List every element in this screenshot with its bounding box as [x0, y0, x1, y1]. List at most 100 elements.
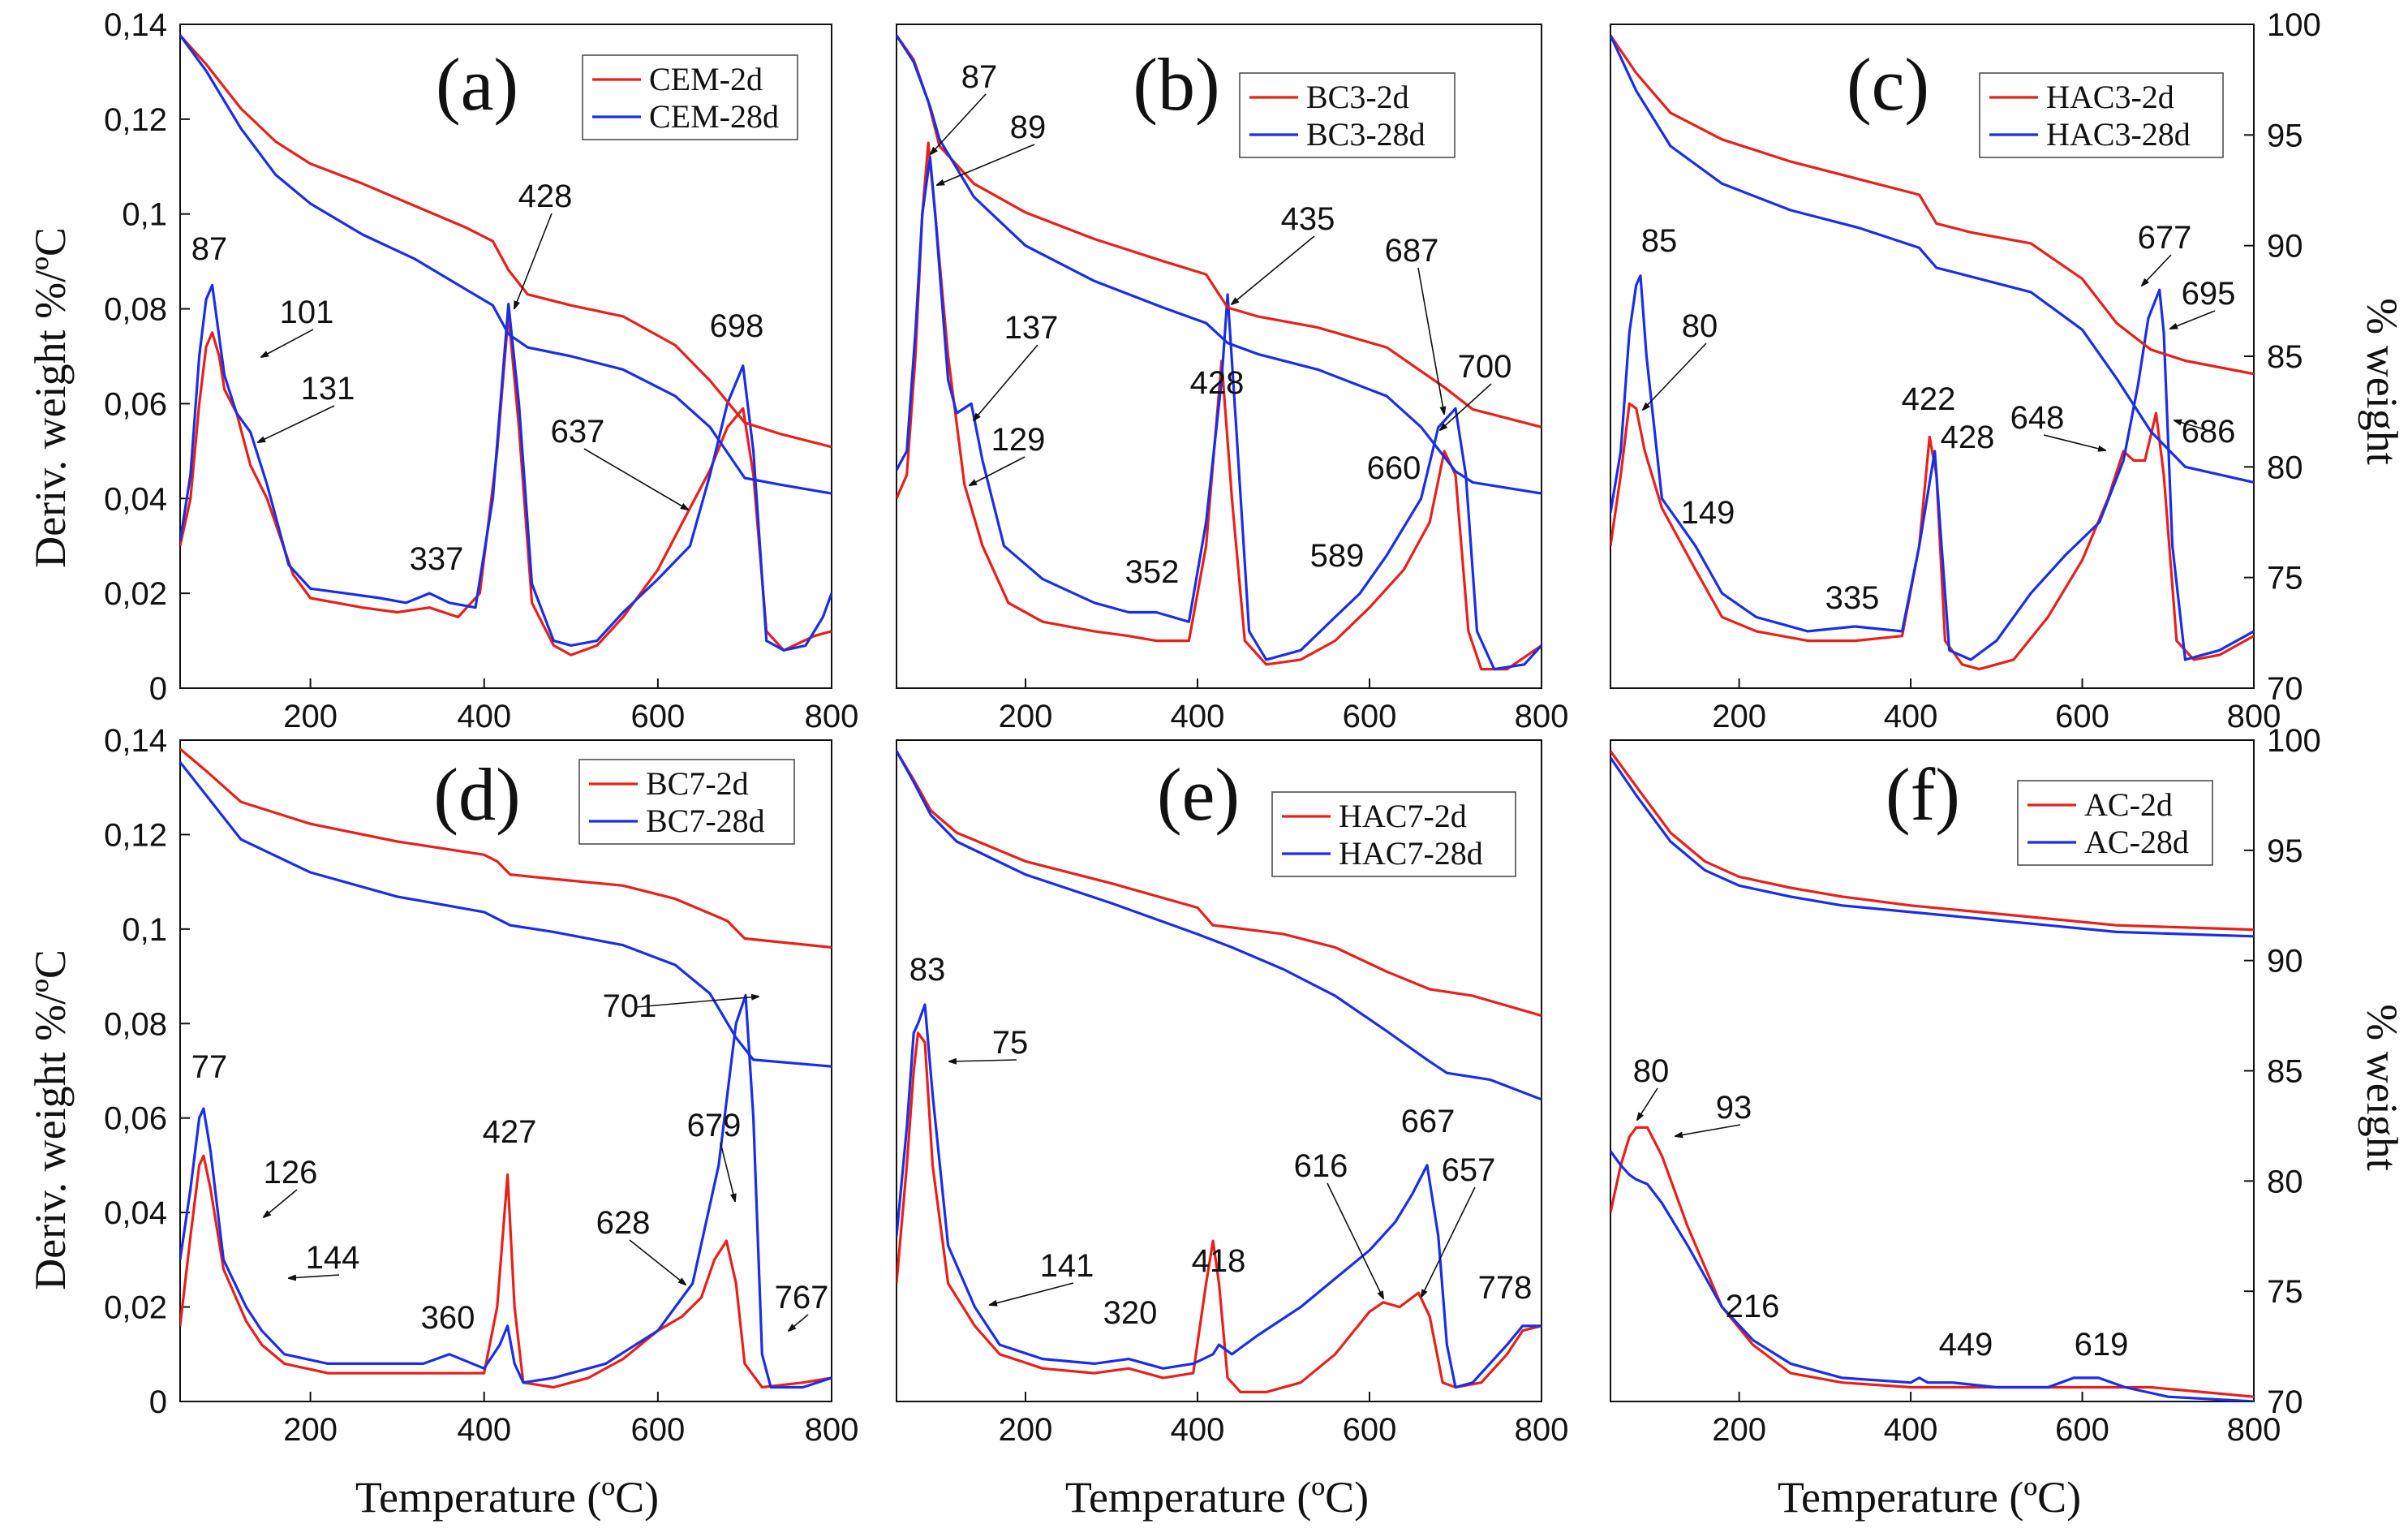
peak-label: 660 — [1367, 450, 1421, 486]
peak-label: 75 — [992, 1025, 1029, 1061]
peak-arrow — [970, 456, 1026, 485]
peak-label: 131 — [301, 371, 355, 407]
x-tick-label: 800 — [2227, 699, 2281, 734]
y-right-tick-label: 85 — [2267, 339, 2303, 375]
series-hac7-28d-tga — [897, 750, 1542, 1101]
peak-arrow — [2043, 434, 2105, 450]
peak-label: 83 — [909, 952, 946, 988]
peak-label: 767 — [775, 1280, 829, 1315]
peak-label: 778 — [1478, 1270, 1533, 1306]
peak-arrow — [258, 405, 335, 442]
series-ac-28d-tga — [1610, 756, 2254, 938]
y-left-tick-label: 0,1 — [122, 197, 167, 233]
peak-label: 89 — [1010, 110, 1047, 145]
series-cem-28d-tga — [180, 34, 832, 495]
series-ac-2d-dtg — [1610, 1126, 2254, 1398]
x-axis-title-a-d: Temperature (ºC) — [355, 1473, 659, 1522]
peak-label: 589 — [1310, 538, 1365, 574]
peak-arrow — [1643, 342, 1707, 410]
peak-label: 427 — [483, 1114, 537, 1150]
series-ac-2d-tga — [1610, 750, 2254, 932]
peak-label: 435 — [1281, 201, 1335, 237]
x-tick-label: 600 — [630, 1412, 685, 1448]
peak-label: 87 — [961, 59, 998, 95]
peak-label: 129 — [991, 422, 1046, 458]
x-tick-label: 600 — [1343, 1412, 1397, 1448]
peak-label: 320 — [1103, 1295, 1158, 1331]
peak-arrow — [2142, 254, 2172, 286]
peak-label: 216 — [1726, 1289, 1780, 1324]
series-bc3-28d-dtg — [897, 156, 1542, 671]
peak-label: 449 — [1939, 1327, 1993, 1363]
legend-entry: HAC3-2d — [2046, 79, 2174, 115]
plot-frame — [896, 24, 1542, 689]
plot-frame — [179, 24, 832, 689]
peak-arrow — [789, 1314, 809, 1331]
y-left-tick-label: 0 — [149, 671, 167, 707]
legend-entry: BC7-28d — [646, 803, 765, 839]
y-right-tick-label: 100 — [2267, 7, 2321, 43]
legend-box — [1239, 72, 1456, 158]
y-left-tick-label: 0,1 — [122, 912, 167, 948]
y-left-tick-label: 0,02 — [104, 1290, 167, 1326]
x-tick-label: 200 — [283, 1412, 338, 1448]
peak-label: 619 — [2075, 1327, 2129, 1363]
peak-arrow — [261, 329, 314, 357]
x-tick-label: 600 — [2055, 699, 2109, 734]
x-tick-label: 200 — [1712, 699, 1766, 734]
peak-arrow — [635, 997, 759, 1008]
plot-frame — [179, 739, 832, 1402]
legend-entry: CEM-28d — [649, 98, 779, 135]
x-tick-label: 600 — [1343, 699, 1397, 734]
y-left-tick-label: 0,12 — [104, 817, 167, 853]
series-hac7-2d-tga — [897, 750, 1542, 1018]
y-left-tick-label: 0,06 — [104, 1101, 167, 1137]
peak-arrow — [931, 93, 987, 154]
peak-label: 677 — [2138, 220, 2192, 256]
x-tick-label: 400 — [1171, 699, 1225, 734]
peak-label: 126 — [264, 1155, 318, 1190]
peak-arrow — [264, 1189, 298, 1217]
peak-arrow — [1637, 1087, 1658, 1120]
peak-arrow — [937, 144, 1035, 185]
peak-arrow — [514, 213, 553, 308]
legend-box — [582, 54, 798, 140]
y-left-tick-label: 0,04 — [104, 1195, 167, 1231]
x-tick-label: 400 — [457, 1412, 511, 1448]
y-right-tick-label: 90 — [2267, 944, 2303, 979]
y-axis-title-right-top: % weight — [2358, 298, 2406, 464]
peak-label: 657 — [1442, 1152, 1496, 1188]
peak-arrow — [289, 1274, 340, 1278]
panel-letter: (f) — [1886, 753, 1960, 836]
peak-arrow — [1417, 267, 1444, 414]
y-left-tick-label: 0,08 — [104, 1006, 167, 1042]
peak-arrow — [720, 1142, 735, 1201]
series-cem-28d-dtg — [180, 283, 832, 652]
peak-label: 87 — [191, 231, 228, 267]
peak-arrow — [990, 1282, 1074, 1305]
series-bc7-28d-dtg — [180, 993, 832, 1389]
y-left-tick-label: 0,08 — [104, 292, 167, 328]
panel-d: 200 400 600 800 0 0,02 0,04 0,06 0,08 0,1 0,12 0,14… — [104, 723, 858, 1448]
legend-entry: BC7-2d — [646, 765, 749, 802]
x-tick-label: 200 — [283, 699, 338, 734]
y-right-tick-label: 95 — [2267, 833, 2303, 869]
y-left-tick-label: 0,04 — [104, 481, 167, 517]
peak-label: 698 — [710, 308, 764, 344]
peak-arrow — [974, 344, 1038, 420]
panel-letter: (d) — [433, 753, 520, 836]
peak-label: 701 — [603, 988, 657, 1024]
series-cem-2d-tga — [180, 34, 832, 449]
peak-label: 337 — [410, 541, 464, 577]
peak-arrow — [1232, 235, 1315, 304]
panel-letter: (c) — [1847, 43, 1929, 126]
y-right-tick-label: 75 — [2267, 561, 2303, 596]
x-tick-label: 800 — [1515, 1412, 1569, 1448]
peak-label: 687 — [1385, 233, 1439, 269]
peak-label: 686 — [2182, 414, 2236, 450]
legend-entry: HAC3-28d — [2046, 116, 2191, 153]
legend-box — [2017, 780, 2213, 866]
